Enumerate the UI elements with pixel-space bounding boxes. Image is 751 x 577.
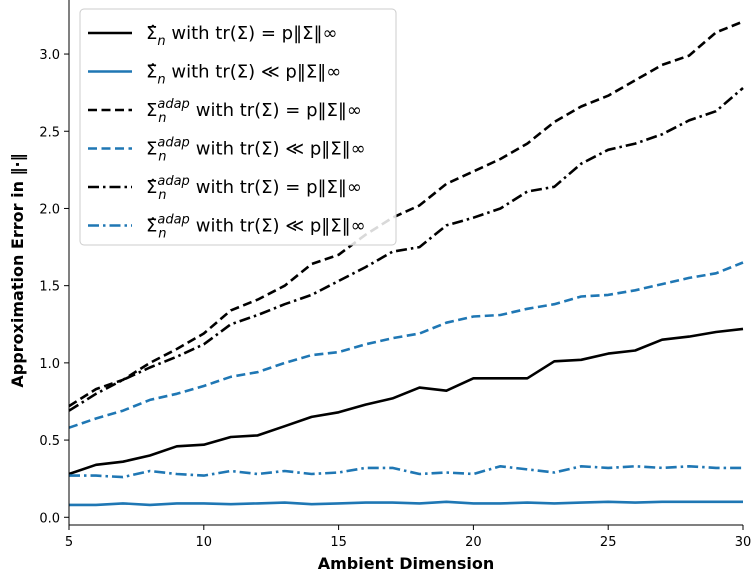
- series-line-1: [68, 327, 744, 476]
- legend-label-3: Σadap n with tr(Σ) = p‖Σ‖∞: [146, 97, 362, 126]
- y-axis-title: Approximation Error in ‖·‖: [8, 153, 28, 387]
- legend-box: [79, 8, 397, 246]
- series-line-6: [69, 464, 743, 479]
- x-tick-label: 25: [600, 535, 617, 550]
- y-tick-label: 2.5: [39, 125, 60, 140]
- y-tick-label: 2.0: [39, 202, 60, 217]
- y-tick-label: 1.0: [39, 357, 60, 372]
- y-tick-label: 1.5: [39, 280, 60, 295]
- y-tick-label: 0.5: [39, 434, 60, 449]
- x-axis-title: Ambient Dimension: [318, 554, 495, 573]
- legend-label-4: Σadap n with tr(Σ) ≪ p‖Σ‖∞: [146, 136, 366, 165]
- x-tick-label: 30: [735, 535, 751, 550]
- y-tick-label: 3.0: [39, 48, 60, 63]
- x-tick-label: 5: [65, 535, 73, 550]
- legend-label-5: Σ̂adap n with tr(Σ) = p‖Σ‖∞: [146, 174, 362, 203]
- legend-label-6: Σ̂adap n with tr(Σ) ≪ p‖Σ‖∞: [146, 213, 366, 242]
- legend: Σ̂n with tr(Σ) = p‖Σ‖∞ Σ̂n with tr(Σ) ≪ p…: [79, 8, 397, 246]
- x-tick-label: 10: [196, 535, 213, 550]
- series-line-3: [68, 20, 744, 408]
- legend-label-2: Σ̂n with tr(Σ) ≪ p‖Σ‖∞: [146, 62, 341, 88]
- series-line-2: [69, 500, 743, 507]
- axes-layer: 5 10 15 20 25 30 0.0 0.5 1.0 1.5 2.0 2.5 3.0: [39, 0, 751, 550]
- x-tick-label: 15: [330, 535, 347, 550]
- series-line-4: [68, 261, 744, 429]
- y-tick-label: 0.0: [39, 511, 60, 526]
- legend-label-1: Σ̂n with tr(Σ) = p‖Σ‖∞: [146, 23, 337, 49]
- x-tick-label: 20: [465, 535, 482, 550]
- series-line-5: [68, 87, 744, 412]
- series-layer: [68, 20, 744, 507]
